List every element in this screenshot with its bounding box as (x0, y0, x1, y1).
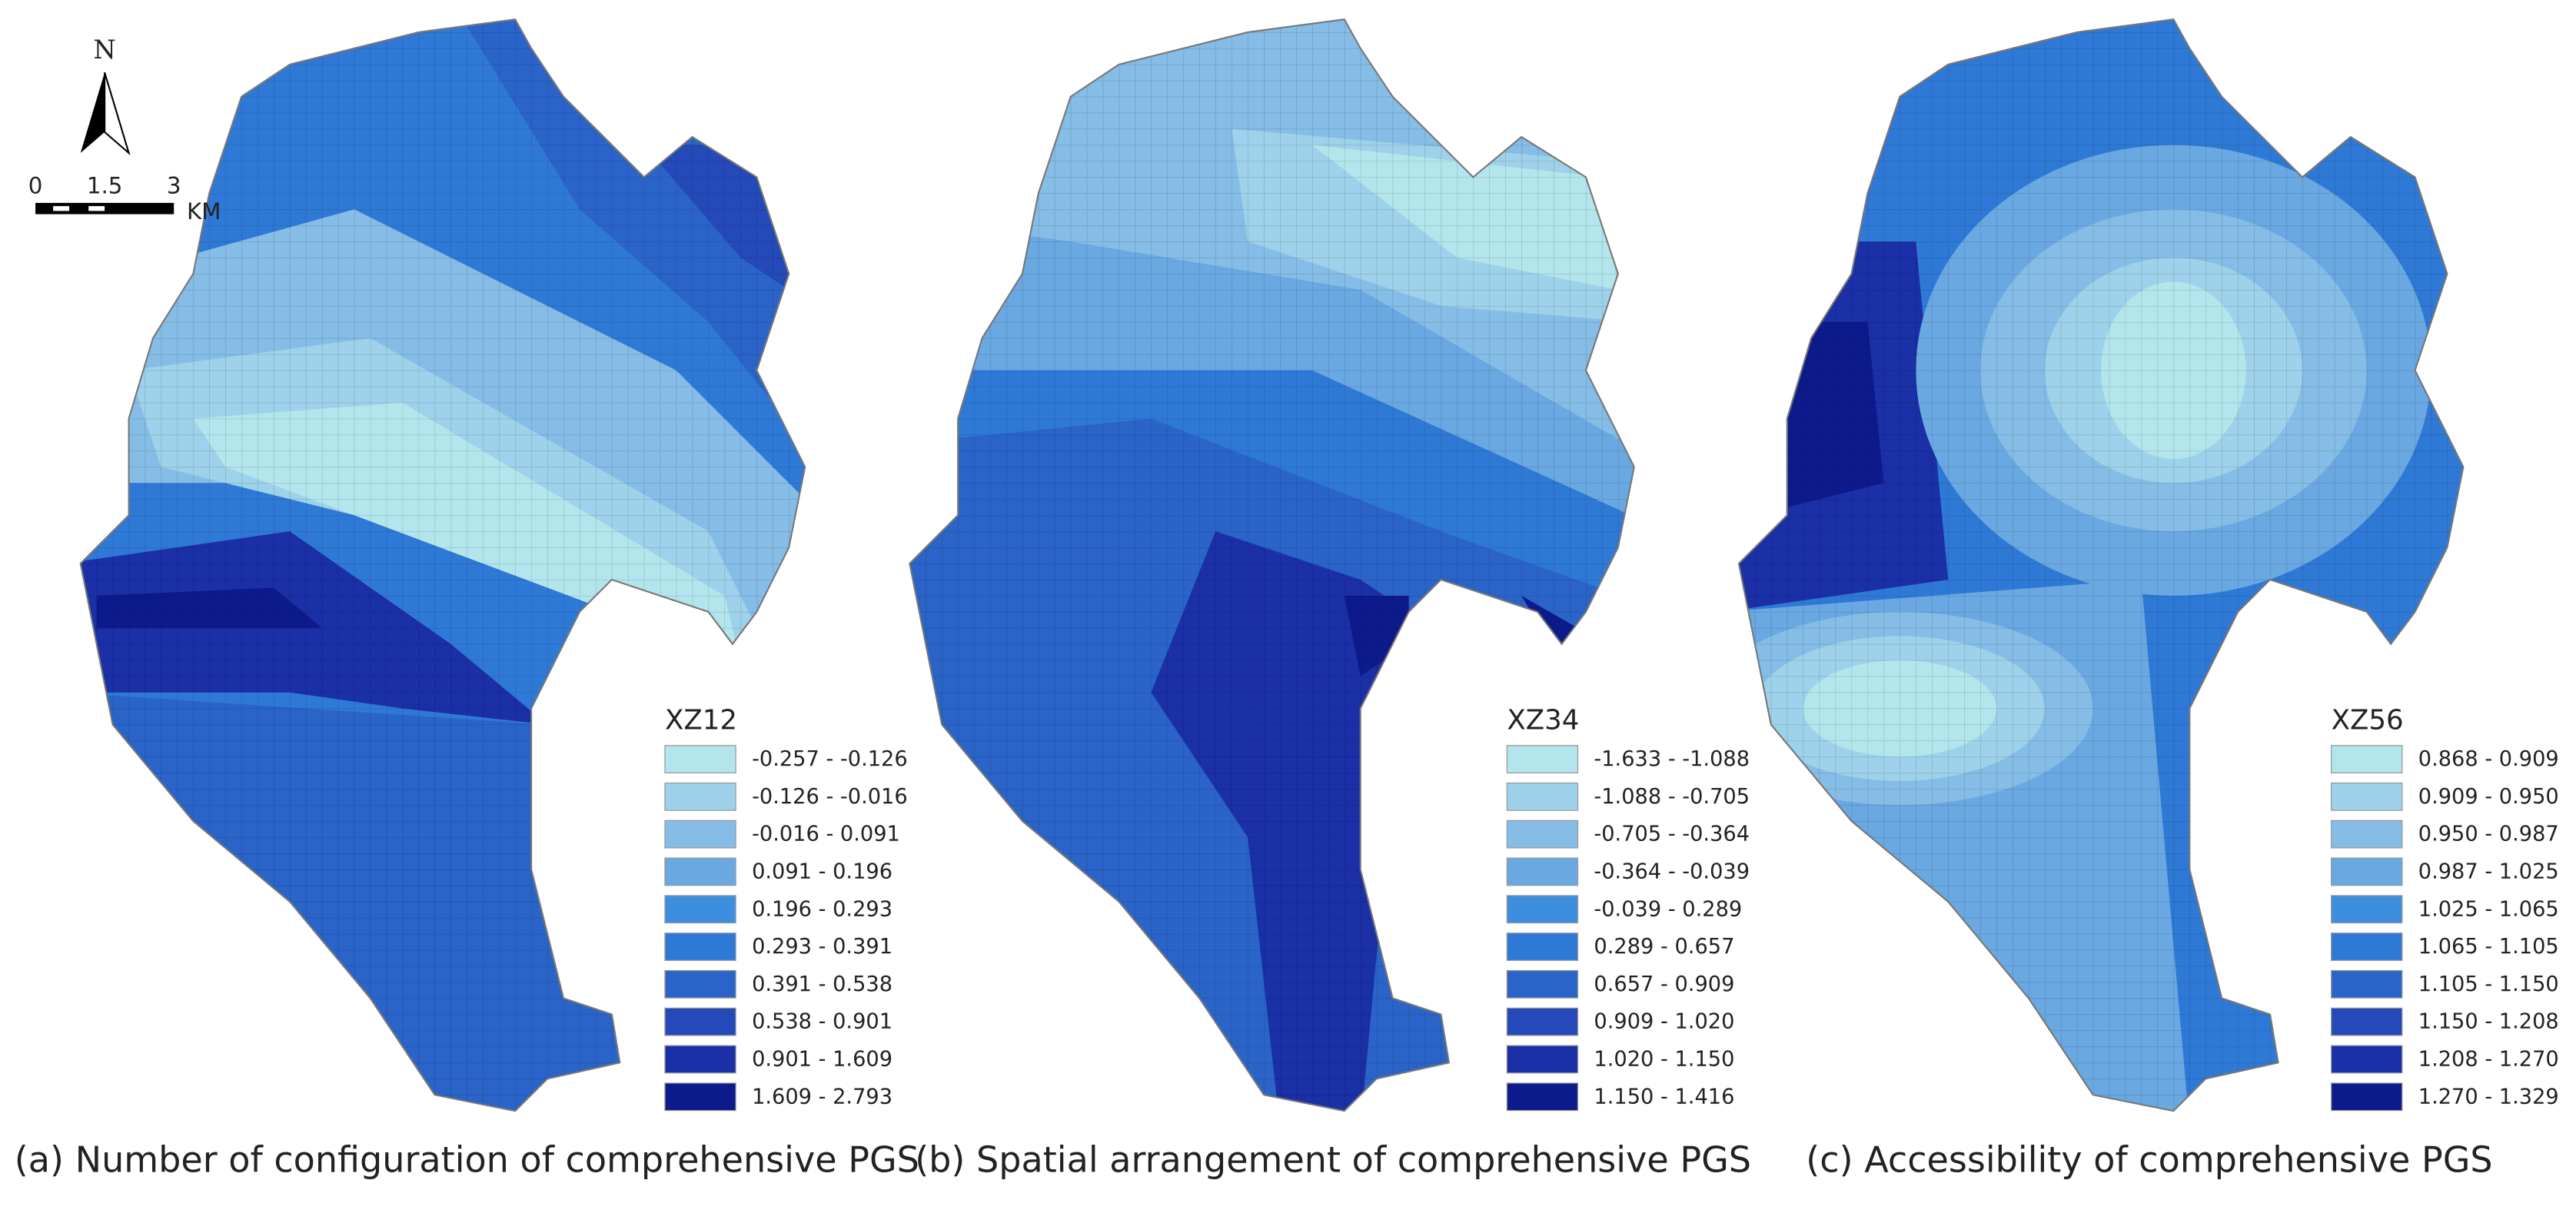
legend-swatch (1506, 782, 1579, 811)
legend-label: 0.196 - 0.293 (752, 897, 892, 921)
scale-tick: 1.5 (87, 172, 123, 198)
legend-swatch (2331, 1082, 2403, 1112)
legend-label: 0.538 - 0.901 (752, 1010, 892, 1034)
legend-swatch (2331, 819, 2403, 849)
legend-swatch (1506, 857, 1579, 886)
legend-label: 0.909 - 0.950 (2418, 785, 2559, 809)
legend-label: 0.868 - 0.909 (2418, 747, 2559, 771)
legend-swatch (1506, 1082, 1579, 1112)
caption: (a) Number of configuration of comprehen… (15, 1139, 919, 1181)
legend-swatch (664, 969, 736, 999)
legend-label: 0.391 - 0.538 (752, 972, 892, 996)
legend-swatch (2331, 969, 2403, 999)
legend-swatch (664, 895, 736, 924)
legend-title: XZ56 (2332, 704, 2404, 736)
legend-swatch (664, 1082, 736, 1112)
caption: (b) Spatial arrangement of comprehensive… (915, 1139, 1751, 1181)
legend-label: 1.609 - 2.793 (752, 1085, 892, 1109)
legend-swatch (1506, 819, 1579, 849)
legend-swatch (1506, 895, 1579, 924)
legend-label: -0.016 - 0.091 (752, 823, 900, 846)
scale-bar: 0 1.5 3 KM (28, 172, 221, 224)
legend-label: 1.270 - 1.329 (2418, 1085, 2559, 1109)
legend-swatch (2331, 932, 2403, 961)
legend-swatch (1506, 1045, 1579, 1074)
legend-swatch (1506, 1007, 1579, 1036)
legend-label: 1.020 - 1.150 (1594, 1047, 1734, 1071)
legend-label: 1.065 - 1.105 (2418, 935, 2559, 959)
legend-title: XZ34 (1507, 704, 1579, 736)
legend-swatch (664, 745, 736, 773)
caption: (c) Accessibility of comprehensive PGS (1806, 1139, 2492, 1181)
legend-label: -1.088 - -0.705 (1594, 785, 1750, 809)
legend-label: -0.257 - -0.126 (752, 747, 908, 771)
legend-swatch (2331, 1045, 2403, 1074)
north-label: N (93, 35, 115, 65)
legend-label: 0.293 - 0.391 (752, 935, 892, 959)
legend-swatch (664, 1007, 736, 1036)
legend-label: 1.105 - 1.150 (2418, 972, 2559, 996)
legend-swatch (1506, 969, 1579, 999)
legend-label: 0.289 - 0.657 (1594, 935, 1734, 959)
legend-label: -0.126 - -0.016 (752, 785, 908, 809)
legend-label: 1.208 - 1.270 (2418, 1047, 2559, 1071)
legend-swatch (1506, 745, 1579, 773)
legend-swatch (664, 932, 736, 961)
legend-label: 1.150 - 1.208 (2418, 1010, 2559, 1034)
legend-label: 0.909 - 1.020 (1594, 1010, 1734, 1034)
legend-label: -0.364 - -0.039 (1594, 859, 1750, 883)
legend-label: 1.150 - 1.416 (1594, 1085, 1734, 1109)
legend-label: 1.025 - 1.065 (2418, 897, 2559, 921)
legend-label: 0.091 - 0.196 (752, 859, 892, 883)
legend-label: -0.705 - -0.364 (1594, 823, 1750, 846)
scale-tick: 3 (167, 172, 181, 198)
scale-unit: KM (187, 198, 221, 224)
legend-swatch (664, 819, 736, 849)
legend-label: -0.039 - 0.289 (1594, 897, 1742, 921)
legend-swatch (664, 782, 736, 811)
legend-label: -1.633 - -1.088 (1594, 747, 1750, 771)
legend-label: 0.901 - 1.609 (752, 1047, 892, 1071)
legend-swatch (1506, 932, 1579, 961)
legend-swatch (2331, 1007, 2403, 1036)
legend-swatch (664, 857, 736, 886)
legend-swatch (2331, 745, 2403, 773)
legend-label: 0.950 - 0.987 (2418, 823, 2559, 846)
scale-tick: 0 (28, 172, 43, 198)
legend-swatch (664, 1045, 736, 1074)
legend-title: XZ12 (665, 704, 737, 736)
legend-swatch (2331, 857, 2403, 886)
legend-swatch (2331, 895, 2403, 924)
legend-swatch (2331, 782, 2403, 811)
north-arrow: N (80, 35, 131, 156)
legend-label: 0.987 - 1.025 (2418, 859, 2559, 883)
legend-label: 0.657 - 0.909 (1594, 972, 1734, 996)
